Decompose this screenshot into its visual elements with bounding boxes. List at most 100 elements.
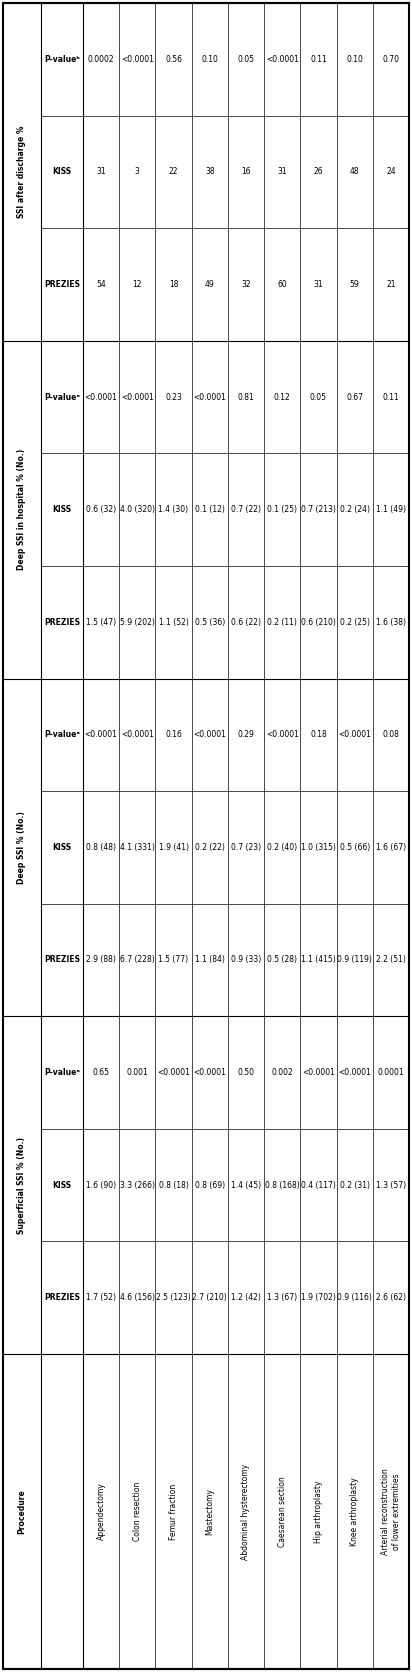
Text: 31: 31	[96, 167, 106, 176]
Text: 0.2 (31): 0.2 (31)	[339, 1180, 370, 1189]
Text: PREZIES: PREZIES	[44, 617, 80, 627]
Text: 1.9 (41): 1.9 (41)	[159, 843, 189, 851]
Text: <0.0001: <0.0001	[266, 55, 299, 64]
Text: 0.1 (25): 0.1 (25)	[267, 505, 297, 513]
Text: Procedure: Procedure	[17, 1490, 26, 1533]
Text: 2.7 (210): 2.7 (210)	[192, 1292, 227, 1302]
Text: Superficial SSI % (No.): Superficial SSI % (No.)	[17, 1137, 26, 1234]
Text: 0.16: 0.16	[165, 731, 182, 739]
Text: 0.001: 0.001	[126, 1068, 148, 1077]
Text: 0.67: 0.67	[346, 393, 363, 401]
Text: Deep SSI % (No.): Deep SSI % (No.)	[17, 811, 26, 884]
Text: 5.9 (202): 5.9 (202)	[120, 617, 155, 627]
Text: 60: 60	[277, 279, 287, 289]
Text: 4.0 (320): 4.0 (320)	[120, 505, 155, 513]
Text: 2.6 (62): 2.6 (62)	[376, 1292, 406, 1302]
Text: 0.11: 0.11	[382, 393, 399, 401]
Text: 1.3 (57): 1.3 (57)	[376, 1180, 406, 1189]
Text: 31: 31	[277, 167, 287, 176]
Text: 0.5 (36): 0.5 (36)	[194, 617, 225, 627]
Text: 0.6 (22): 0.6 (22)	[231, 617, 261, 627]
Text: 4.1 (331): 4.1 (331)	[120, 843, 155, 851]
Text: 0.23: 0.23	[165, 393, 182, 401]
Text: 1.4 (30): 1.4 (30)	[159, 505, 189, 513]
Text: 0.8 (48): 0.8 (48)	[86, 843, 116, 851]
Text: 0.50: 0.50	[237, 1068, 255, 1077]
Text: 54: 54	[96, 279, 106, 289]
Text: 0.9 (33): 0.9 (33)	[231, 955, 261, 965]
Text: 0.0002: 0.0002	[88, 55, 115, 64]
Text: 0.10: 0.10	[201, 55, 218, 64]
Text: 0.12: 0.12	[274, 393, 290, 401]
Text: 0.2 (40): 0.2 (40)	[267, 843, 297, 851]
Text: 26: 26	[314, 167, 323, 176]
Text: KISS: KISS	[52, 843, 72, 851]
Text: 59: 59	[350, 279, 360, 289]
Text: 1.0 (315): 1.0 (315)	[301, 843, 336, 851]
Text: <0.0001: <0.0001	[338, 731, 371, 739]
Text: 0.29: 0.29	[238, 731, 255, 739]
Text: 49: 49	[205, 279, 215, 289]
Text: 1.5 (77): 1.5 (77)	[159, 955, 189, 965]
Text: 0.8 (69): 0.8 (69)	[195, 1180, 225, 1189]
Text: KISS: KISS	[52, 167, 72, 176]
Text: <0.0001: <0.0001	[157, 1068, 190, 1077]
Text: 2.5 (123): 2.5 (123)	[156, 1292, 191, 1302]
Text: 1.2 (42): 1.2 (42)	[231, 1292, 261, 1302]
Text: 0.002: 0.002	[272, 1068, 293, 1077]
Text: 0.9 (119): 0.9 (119)	[337, 955, 372, 965]
Text: <0.0001: <0.0001	[121, 731, 154, 739]
Text: <0.0001: <0.0001	[193, 1068, 226, 1077]
Text: <0.0001: <0.0001	[302, 1068, 335, 1077]
Text: Colon resection: Colon resection	[133, 1481, 142, 1542]
Text: 0.05: 0.05	[310, 393, 327, 401]
Text: 0.8 (18): 0.8 (18)	[159, 1180, 189, 1189]
Text: SSI after discharge %: SSI after discharge %	[17, 125, 26, 217]
Text: 0.6 (32): 0.6 (32)	[86, 505, 116, 513]
Text: PREZIES: PREZIES	[44, 1292, 80, 1302]
Text: 1.6 (67): 1.6 (67)	[376, 843, 406, 851]
Text: <0.0001: <0.0001	[121, 55, 154, 64]
Text: 4.6 (156): 4.6 (156)	[120, 1292, 155, 1302]
Text: P-valueᵃ: P-valueᵃ	[44, 1068, 80, 1077]
Text: PREZIES: PREZIES	[44, 955, 80, 965]
Text: Knee arthroplasty: Knee arthroplasty	[350, 1476, 359, 1547]
Text: 6.7 (228): 6.7 (228)	[120, 955, 155, 965]
Text: 0.10: 0.10	[346, 55, 363, 64]
Text: 3: 3	[135, 167, 140, 176]
Text: 0.1 (12): 0.1 (12)	[195, 505, 225, 513]
Text: 2.9 (88): 2.9 (88)	[86, 955, 116, 965]
Text: 1.4 (45): 1.4 (45)	[231, 1180, 261, 1189]
Text: 1.6 (38): 1.6 (38)	[376, 617, 406, 627]
Text: Deep SSI in hospital % (No.): Deep SSI in hospital % (No.)	[17, 450, 26, 570]
Text: 0.9 (116): 0.9 (116)	[337, 1292, 372, 1302]
Text: 0.4 (117): 0.4 (117)	[301, 1180, 336, 1189]
Text: 0.56: 0.56	[165, 55, 182, 64]
Text: Abdominal hysterectomy: Abdominal hysterectomy	[241, 1463, 250, 1560]
Text: 1.9 (702): 1.9 (702)	[301, 1292, 336, 1302]
Text: 3.3 (266): 3.3 (266)	[120, 1180, 155, 1189]
Text: KISS: KISS	[52, 1180, 72, 1189]
Text: 1.1 (52): 1.1 (52)	[159, 617, 189, 627]
Text: Appendectomy: Appendectomy	[96, 1483, 105, 1540]
Text: P-valueᵃ: P-valueᵃ	[44, 731, 80, 739]
Text: 0.81: 0.81	[238, 393, 254, 401]
Text: <0.0001: <0.0001	[85, 731, 117, 739]
Text: <0.0001: <0.0001	[193, 731, 226, 739]
Text: P-valueᵇ: P-valueᵇ	[44, 55, 80, 64]
Text: 18: 18	[169, 279, 178, 289]
Text: 0.2 (11): 0.2 (11)	[267, 617, 297, 627]
Text: 0.7 (22): 0.7 (22)	[231, 505, 261, 513]
Text: Hip arthroplasty: Hip arthroplasty	[314, 1480, 323, 1543]
Text: 48: 48	[350, 167, 360, 176]
Text: 1.6 (90): 1.6 (90)	[86, 1180, 116, 1189]
Text: 0.5 (66): 0.5 (66)	[339, 843, 370, 851]
Text: <0.0001: <0.0001	[85, 393, 117, 401]
Text: 16: 16	[241, 167, 251, 176]
Text: 22: 22	[169, 167, 178, 176]
Text: 12: 12	[133, 279, 142, 289]
Text: 31: 31	[314, 279, 323, 289]
Text: 0.70: 0.70	[382, 55, 399, 64]
Text: 38: 38	[205, 167, 215, 176]
Text: Femur fraction: Femur fraction	[169, 1483, 178, 1540]
